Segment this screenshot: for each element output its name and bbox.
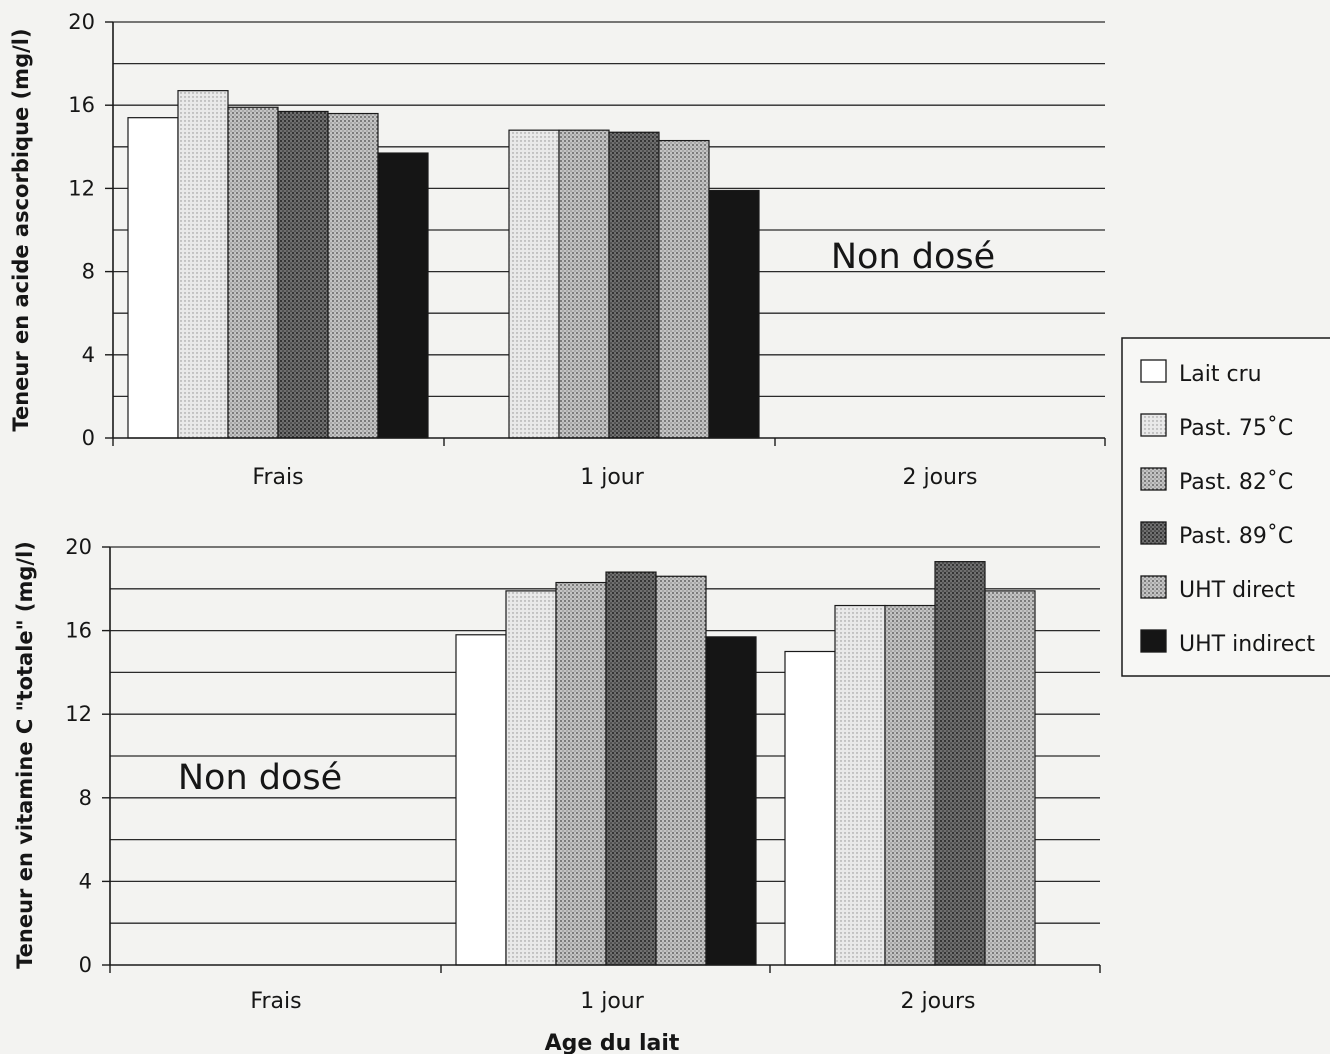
legend-label-past-75-c: Past. 75˚C: [1179, 416, 1293, 441]
legend-swatch-uht-direct: [1140, 575, 1167, 599]
bar-past-89-c-2-jours: [934, 561, 986, 966]
x-tick-label-1-jour: 1 jour: [580, 465, 645, 490]
x-tick-label-1-jour: 1 jour: [580, 989, 645, 1014]
bar-past-75-c-frais: [177, 90, 229, 439]
legend-label-uht-indirect: UHT indirect: [1179, 632, 1315, 657]
y-tick-label: 0: [82, 426, 95, 450]
legend-label-uht-direct: UHT direct: [1179, 578, 1295, 603]
axes: [102, 546, 1101, 973]
legend-swatch-lait-cru: [1140, 359, 1167, 383]
x-tick-labels: Frais 1 jour 2 jours: [250, 989, 975, 1014]
bar-past-89-c-frais: [277, 110, 329, 439]
y-axis-title: Teneur en acide ascorbique (mg/l): [9, 28, 33, 431]
y-tick-label: 8: [82, 260, 95, 284]
bar-past-89-c-1-jour: [605, 571, 657, 966]
bar-lait-cru-2-jours: [784, 650, 836, 966]
chart-total-vitamin-c: 0 4 8 12 16 20 Frais 1 jour 2 jours Teneur en v…: [13, 535, 1101, 1014]
bar-uht-direct-1-jour: [655, 575, 707, 966]
x-tick-labels: Frais 1 jour 2 jours: [252, 465, 977, 490]
bar-past-82-c-frais: [227, 106, 279, 439]
non-dose-annotation: Non dosé: [178, 758, 342, 798]
legend-swatch-uht-indirect: [1140, 629, 1167, 653]
legend-swatch-past-89-c: [1140, 521, 1167, 545]
y-tick-label: 0: [79, 953, 92, 977]
legend-label-lait-cru: Lait cru: [1179, 362, 1262, 387]
bar-past-75-c-2-jours: [834, 604, 886, 966]
bars: [455, 561, 1036, 966]
bar-uht-indirect-1-jour: [708, 189, 760, 439]
bar-past-82-c-2-jours: [884, 604, 936, 966]
y-tick-label: 4: [82, 343, 95, 367]
y-tick-label: 4: [79, 869, 92, 893]
bars: [127, 90, 760, 439]
y-tick-label: 20: [65, 535, 92, 559]
legend-frame: [1121, 337, 1330, 677]
non-dose-annotation: Non dosé: [831, 237, 995, 277]
y-tick-label: 8: [79, 786, 92, 810]
y-axis-title: Teneur en vitamine C "totale" (mg/l): [13, 541, 37, 969]
bar-uht-indirect-frais: [377, 152, 429, 439]
x-tick-label-2-jours: 2 jours: [900, 989, 975, 1014]
legend-swatch-past-82-c: [1140, 467, 1167, 491]
bar-uht-direct-1-jour: [658, 139, 710, 439]
bar-past-75-c-1-jour: [505, 590, 557, 966]
bar-uht-direct-frais: [327, 112, 379, 439]
bar-uht-direct-2-jours: [984, 590, 1036, 966]
y-tick-label: 16: [65, 619, 92, 643]
bar-lait-cru-frais: [127, 117, 179, 439]
legend-label-past-89-c: Past. 89˚C: [1179, 524, 1293, 549]
bar-past-82-c-1-jour: [555, 581, 607, 966]
legend-label-past-82-c: Past. 82˚C: [1179, 470, 1293, 495]
bar-past-82-c-1-jour: [558, 129, 610, 439]
y-tick-label: 12: [68, 176, 95, 200]
y-tick-label: 16: [68, 93, 95, 117]
y-tick-label: 12: [65, 702, 92, 726]
bar-lait-cru-1-jour: [455, 634, 507, 966]
legend: Lait cru Past. 75˚C Past. 82˚C Past. 89˚C UH…: [1121, 337, 1330, 677]
y-tick-labels: 0 4 8 12 16 20: [65, 535, 92, 977]
bar-uht-indirect-1-jour: [705, 636, 757, 966]
y-tick-label: 20: [68, 10, 95, 34]
x-axis-title: Age du lait: [545, 1031, 680, 1054]
x-tick-label-2-jours: 2 jours: [902, 465, 977, 490]
bar-past-89-c-1-jour: [608, 131, 660, 439]
chart-ascorbic-acid: 0 4 8 12 16 20 Frais 1 jour 2 jours Teneur en a…: [9, 10, 1106, 490]
y-tick-labels: 0 4 8 12 16 20: [68, 10, 95, 450]
axes: [105, 21, 1106, 446]
x-tick-label-frais: Frais: [252, 465, 303, 490]
legend-swatch-past-75-c: [1140, 413, 1167, 437]
x-tick-label-frais: Frais: [250, 989, 301, 1014]
bar-past-75-c-1-jour: [508, 129, 560, 439]
